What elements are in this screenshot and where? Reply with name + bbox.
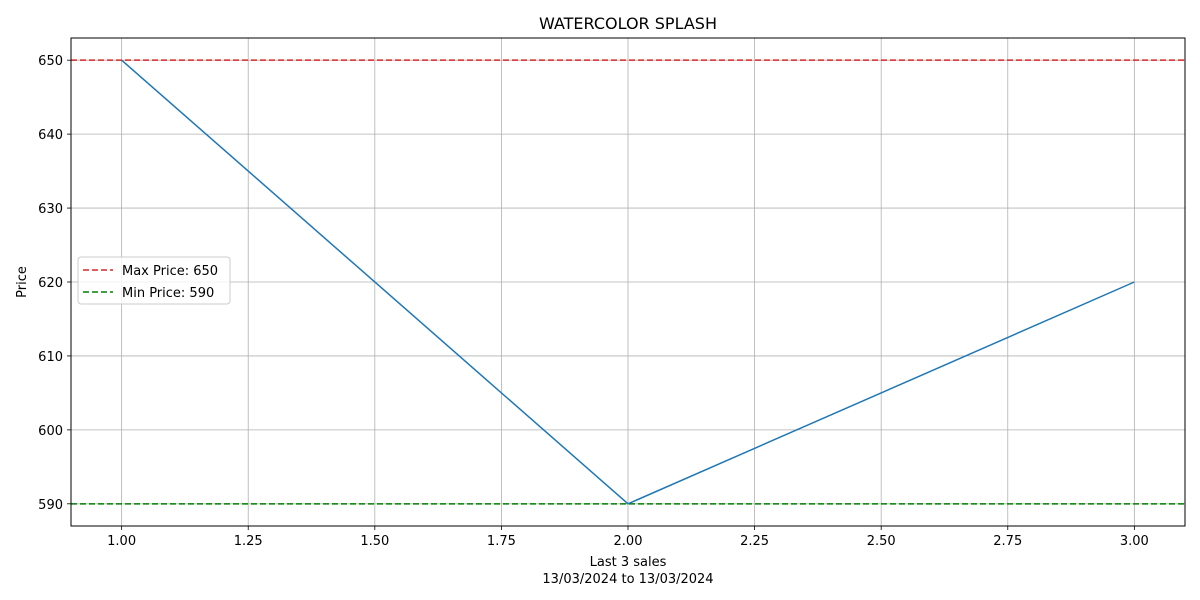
chart-title: WATERCOLOR SPLASH <box>539 14 717 33</box>
y-axis-label: Price <box>15 266 30 298</box>
x-tick-label: 1.75 <box>487 534 516 549</box>
legend: Max Price: 650 Min Price: 590 <box>77 256 231 305</box>
x-axis-label: Last 3 sales <box>590 555 667 570</box>
x-tick-label: 2.00 <box>614 534 643 549</box>
y-tick-label: 620 <box>38 276 63 291</box>
x-tick-label: 1.00 <box>107 534 136 549</box>
legend-min-label: Min Price: 590 <box>122 286 214 301</box>
x-tick-label: 1.50 <box>360 534 389 549</box>
x-tick-label: 2.50 <box>867 534 896 549</box>
x-tick-label: 3.00 <box>1120 534 1149 549</box>
y-tick-label: 590 <box>38 498 63 513</box>
reference-lines <box>71 59 1185 505</box>
x-tick-label: 1.25 <box>234 534 263 549</box>
x-tick-label: 2.75 <box>993 534 1022 549</box>
y-tick-label: 630 <box>38 202 63 217</box>
y-axis-ticks: 590 600 610 620 630 640 650 <box>38 54 71 513</box>
x-axis-ticks: 1.00 1.25 1.50 1.75 2.00 2.25 2.50 2.75 3.00 <box>107 526 1149 549</box>
y-tick-label: 650 <box>38 54 63 69</box>
y-tick-label: 640 <box>38 128 63 143</box>
y-tick-label: 610 <box>38 350 63 365</box>
legend-max-label: Max Price: 650 <box>122 264 218 279</box>
x-tick-label: 2.25 <box>740 534 769 549</box>
legend-box <box>77 256 231 305</box>
price-series-line <box>121 59 1135 505</box>
x-axis-sublabel: 13/03/2024 to 13/03/2024 <box>542 572 713 587</box>
y-tick-label: 600 <box>38 424 63 439</box>
series-layer <box>121 59 1135 505</box>
